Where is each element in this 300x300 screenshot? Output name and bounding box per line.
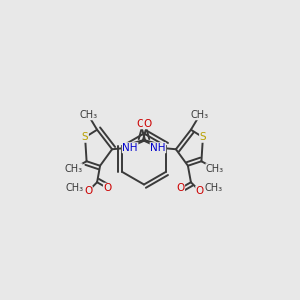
Text: O: O (136, 119, 145, 129)
Text: CH₃: CH₃ (79, 110, 97, 120)
Text: O: O (84, 186, 92, 196)
Text: NH: NH (150, 143, 166, 153)
Text: O: O (196, 186, 204, 196)
Text: NH: NH (122, 143, 138, 153)
Text: O: O (103, 183, 112, 193)
Text: CH₃: CH₃ (206, 164, 224, 174)
Text: S: S (82, 132, 88, 142)
Text: CH₃: CH₃ (191, 110, 209, 120)
Text: O: O (143, 119, 152, 129)
Text: CH₃: CH₃ (65, 183, 84, 193)
Text: O: O (176, 183, 184, 193)
Text: CH₃: CH₃ (64, 164, 82, 174)
Text: CH₃: CH₃ (204, 183, 223, 193)
Text: S: S (200, 132, 206, 142)
